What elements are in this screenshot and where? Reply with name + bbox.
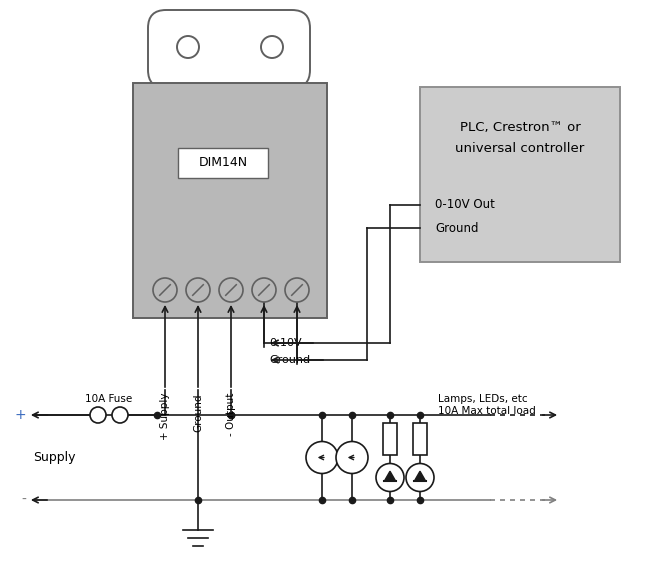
Circle shape <box>261 36 283 58</box>
Text: PLC, Crestron™ or: PLC, Crestron™ or <box>460 122 580 135</box>
Circle shape <box>336 441 368 473</box>
Text: Lamps, LEDs, etc
10A Max total load: Lamps, LEDs, etc 10A Max total load <box>438 394 536 416</box>
Circle shape <box>376 464 404 491</box>
Text: DIM14N: DIM14N <box>198 157 248 169</box>
Circle shape <box>252 278 276 302</box>
Circle shape <box>306 441 338 473</box>
Circle shape <box>177 36 199 58</box>
Text: universal controller: universal controller <box>456 142 584 154</box>
Text: Ground: Ground <box>269 355 310 365</box>
Text: Ground: Ground <box>193 393 203 431</box>
Polygon shape <box>384 471 396 481</box>
Bar <box>133 83 327 318</box>
Text: 10A Fuse: 10A Fuse <box>85 394 133 404</box>
Text: 0-10V Out: 0-10V Out <box>435 199 495 211</box>
Text: -: - <box>21 493 26 507</box>
Text: + Supply: + Supply <box>160 393 170 441</box>
Circle shape <box>90 407 106 423</box>
Circle shape <box>219 278 243 302</box>
Bar <box>178 148 268 178</box>
Circle shape <box>153 278 177 302</box>
Polygon shape <box>415 471 426 481</box>
Text: +: + <box>14 408 26 422</box>
Text: Ground: Ground <box>435 222 478 234</box>
Text: Supply: Supply <box>33 451 75 464</box>
Circle shape <box>285 278 309 302</box>
Circle shape <box>406 464 434 491</box>
Text: 0-10V: 0-10V <box>269 338 302 348</box>
Bar <box>420 87 620 262</box>
Bar <box>413 423 427 455</box>
Circle shape <box>112 407 128 423</box>
Circle shape <box>186 278 210 302</box>
Bar <box>383 423 397 455</box>
FancyBboxPatch shape <box>148 10 310 88</box>
Text: - Output: - Output <box>226 393 236 437</box>
